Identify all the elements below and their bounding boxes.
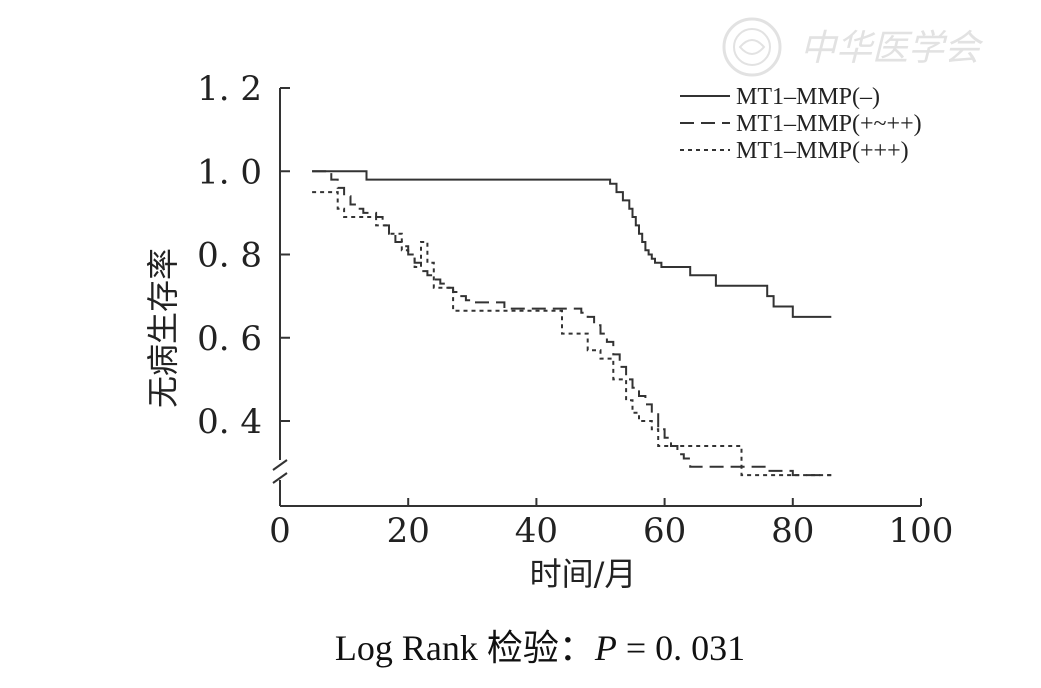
y-tick-label: 1. 0	[197, 152, 262, 192]
x-axis-title: 时间/月	[530, 555, 637, 593]
x-tick-label: 20	[387, 511, 430, 551]
series-layer	[312, 170, 832, 477]
footnote-p-symbol: P	[594, 628, 617, 668]
x-tick-label: 80	[771, 511, 814, 551]
x-tick-label: 100	[889, 511, 954, 551]
y-axis-break-mark-1	[272, 459, 288, 471]
x-tick-label: 60	[643, 511, 686, 551]
y-ticks: 0. 4 0. 6 0. 8 1. 0 1. 2	[197, 69, 290, 442]
legend-label-1: MT1–MMP(–)	[736, 84, 880, 110]
series-line-2	[312, 170, 832, 477]
watermark: 中华医学会	[722, 17, 984, 77]
legend: MT1–MMP(–)MT1–MMP(+~++)MT1–MMP(+++)	[680, 84, 922, 164]
footnote-prefix: Log Rank 检验：	[335, 628, 595, 668]
footnote-p-value: = 0. 031	[617, 628, 745, 668]
x-tick-label: 0	[269, 511, 291, 551]
y-axis-title: 无病生存率	[144, 248, 182, 408]
y-axis-break-mark-2	[272, 472, 288, 484]
watermark-text: 中华医学会	[800, 28, 984, 69]
y-tick-label: 0. 8	[197, 236, 262, 276]
x-tick-label: 40	[515, 511, 558, 551]
series-line-1	[312, 170, 832, 318]
y-tick-label: 0. 4	[197, 402, 262, 442]
log-rank-footnote: Log Rank 检验：P = 0. 031	[335, 628, 745, 668]
watermark-seal-icon	[722, 17, 782, 77]
axes: 0 20 40 60 80 100 0. 4 0. 6 0. 8 1. 0 1. 2	[197, 69, 953, 551]
series-line-3	[312, 191, 832, 477]
legend-label-3: MT1–MMP(+++)	[736, 138, 909, 164]
x-ticks: 0 20 40 60 80 100	[269, 498, 953, 551]
y-tick-label: 1. 2	[197, 69, 262, 109]
legend-label-2: MT1–MMP(+~++)	[736, 111, 922, 137]
y-tick-label: 0. 6	[197, 319, 262, 359]
